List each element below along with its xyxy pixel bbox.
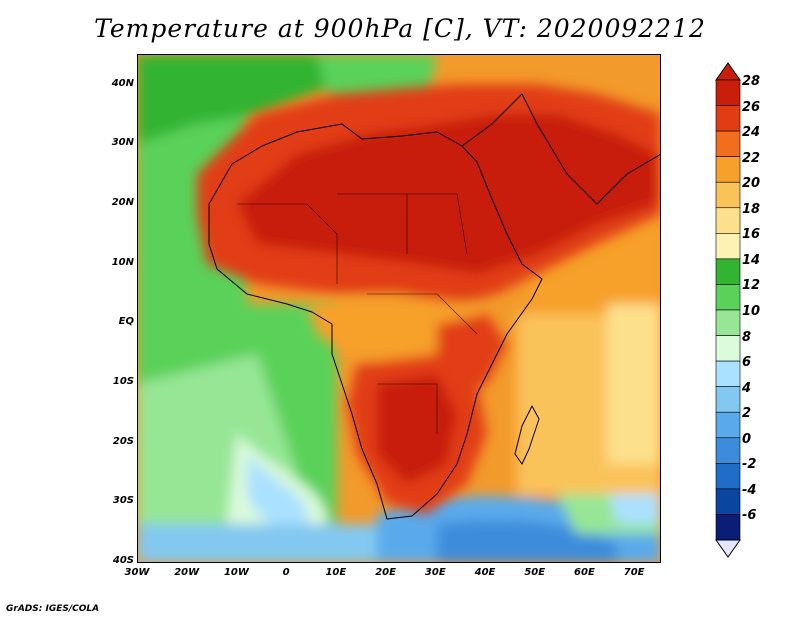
colorbar-label: 14	[742, 252, 761, 268]
colorbar-segment	[715, 233, 741, 260]
colorbar-label: 24	[742, 125, 761, 141]
colorbar-label: 4	[742, 380, 752, 396]
lat-label: 40S	[112, 555, 134, 566]
lon-label: 30E	[424, 567, 446, 578]
lon-label: 0	[282, 567, 290, 578]
colorbar-label: 22	[742, 150, 761, 166]
colorbar-segment	[715, 386, 741, 413]
lat-label: 40N	[111, 77, 134, 89]
lon-label: 10E	[325, 567, 347, 578]
colorbar-top-cap	[715, 62, 741, 81]
colorbar-label: 2	[742, 406, 752, 422]
lon-label: 70E	[623, 567, 645, 578]
colorbar-label: 26	[742, 99, 761, 115]
colorbar-label: -2	[742, 457, 757, 473]
colorbar-bottom-cap	[715, 539, 741, 558]
colorbar-segment	[715, 105, 741, 132]
colorbar-label: 20	[742, 176, 761, 192]
lat-label: EQ	[118, 316, 134, 328]
colorbar-segment	[715, 258, 741, 285]
colorbar-segment	[715, 284, 741, 311]
colorbar	[715, 62, 765, 558]
colorbar-segment	[715, 79, 741, 106]
colorbar-segment	[715, 309, 741, 336]
credit-text: GrADS: IGES/COLA	[6, 604, 100, 614]
lon-label: 60E	[574, 567, 595, 578]
colorbar-segment	[715, 156, 741, 183]
lon-label: 40E	[474, 567, 496, 578]
lat-label: 30N	[111, 137, 134, 149]
colorbar-segment	[715, 488, 741, 515]
lon-label: 50E	[524, 567, 546, 578]
colorbar-segment	[715, 335, 741, 362]
colorbar-segment	[715, 411, 741, 439]
colorbar-segment	[715, 360, 741, 387]
temperature-map	[137, 54, 661, 563]
lat-label: 20N	[111, 197, 134, 209]
colorbar-segment	[715, 130, 741, 157]
lon-label: 30W	[124, 567, 150, 578]
colorbar-segment	[715, 514, 741, 541]
map-title: Temperature at 900hPa [C], VT: 202009221…	[94, 14, 706, 43]
lon-label: 20E	[375, 567, 396, 578]
colorbar-label: 18	[742, 201, 761, 217]
colorbar-label: 0	[742, 431, 752, 447]
colorbar-label: -4	[742, 482, 757, 498]
colorbar-label: 28	[742, 74, 761, 89]
lat-label: 10S	[112, 376, 134, 388]
colorbar-label: 8	[742, 329, 752, 345]
lat-label: 30S	[112, 495, 134, 507]
colorbar-label: 6	[742, 355, 752, 371]
colorbar-segment	[715, 463, 741, 490]
colorbar-label: 12	[742, 278, 761, 294]
lon-label: 20W	[174, 567, 200, 578]
colorbar-label: 16	[742, 227, 761, 243]
colorbar-label: -6	[742, 508, 757, 524]
map-frame	[137, 54, 661, 563]
colorbar-label: 10	[742, 304, 761, 319]
colorbar-segment	[715, 181, 741, 209]
lat-label: 20S	[112, 435, 134, 447]
colorbar-segment	[715, 437, 741, 464]
lon-label: 10W	[223, 567, 249, 578]
lat-label: 10N	[111, 256, 134, 268]
colorbar-segment	[715, 207, 741, 234]
